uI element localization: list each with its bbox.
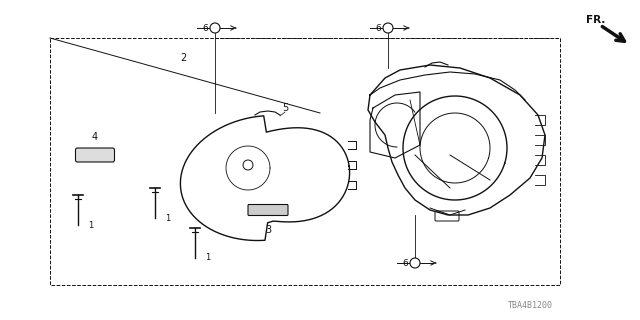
- Text: FR.: FR.: [586, 15, 605, 25]
- Text: 1: 1: [88, 220, 93, 229]
- Circle shape: [383, 23, 393, 33]
- FancyBboxPatch shape: [248, 204, 288, 215]
- Text: 5: 5: [282, 103, 288, 113]
- Circle shape: [410, 258, 420, 268]
- FancyBboxPatch shape: [76, 148, 115, 162]
- Text: 6: 6: [375, 23, 381, 33]
- Text: 6: 6: [403, 259, 408, 268]
- Text: 3: 3: [265, 225, 271, 235]
- Text: 4: 4: [92, 132, 98, 142]
- FancyBboxPatch shape: [435, 211, 459, 221]
- Text: TBA4B1200: TBA4B1200: [508, 300, 552, 309]
- Circle shape: [210, 23, 220, 33]
- Text: 2: 2: [180, 53, 186, 63]
- Circle shape: [243, 160, 253, 170]
- Text: 6: 6: [202, 23, 208, 33]
- Text: 1: 1: [205, 253, 211, 262]
- Text: 1: 1: [165, 213, 170, 222]
